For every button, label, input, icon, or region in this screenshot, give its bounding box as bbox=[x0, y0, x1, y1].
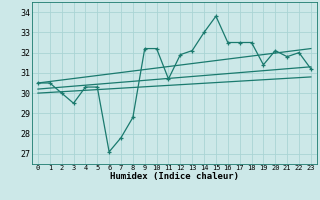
X-axis label: Humidex (Indice chaleur): Humidex (Indice chaleur) bbox=[110, 172, 239, 181]
